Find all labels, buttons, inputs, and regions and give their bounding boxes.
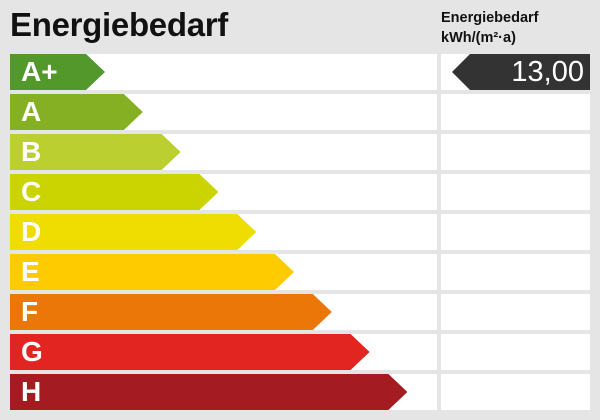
class-bar: B xyxy=(10,134,181,170)
value-cell xyxy=(441,134,590,170)
class-bar: G xyxy=(10,334,370,370)
class-label: G xyxy=(21,336,43,367)
class-bar: H xyxy=(10,374,408,410)
value-cell xyxy=(441,334,590,370)
class-label: E xyxy=(21,256,40,287)
class-row: F xyxy=(10,294,437,330)
class-row: A xyxy=(10,94,437,130)
class-row: G xyxy=(10,334,437,370)
value-cell xyxy=(441,94,590,130)
class-bar: A+ xyxy=(10,54,105,90)
class-row: E xyxy=(10,254,437,290)
class-row: H xyxy=(10,374,437,410)
class-row: D xyxy=(10,214,437,250)
class-label: A xyxy=(21,96,42,127)
class-label: F xyxy=(21,296,39,327)
value-cell xyxy=(441,214,590,250)
class-row: B xyxy=(10,134,437,170)
class-bar: A xyxy=(10,94,143,130)
value-text: 13,00 xyxy=(511,56,584,88)
class-label: H xyxy=(21,376,42,407)
class-row: A+ xyxy=(10,54,437,90)
value-cell xyxy=(441,374,590,410)
class-bar: C xyxy=(10,174,219,210)
class-label: A+ xyxy=(21,56,58,87)
column-header-unit: kWh/(m²·a) xyxy=(441,30,516,46)
column-header-title: Energiebedarf xyxy=(441,10,539,26)
class-label: C xyxy=(21,176,42,207)
class-row: C xyxy=(10,174,437,210)
class-bar: F xyxy=(10,294,332,330)
value-cell xyxy=(441,294,590,330)
column-header: Energiebedarf kWh/(m²·a) xyxy=(441,8,539,48)
value-indicator: 13,00 xyxy=(452,54,590,90)
value-cell xyxy=(441,254,590,290)
page-title: Energiebedarf xyxy=(10,6,228,43)
value-cell xyxy=(441,174,590,210)
class-bar: D xyxy=(10,214,257,250)
value-cell: 13,00 xyxy=(441,54,590,90)
class-bar: E xyxy=(10,254,294,290)
class-label: B xyxy=(21,136,42,167)
class-label: D xyxy=(21,216,42,247)
